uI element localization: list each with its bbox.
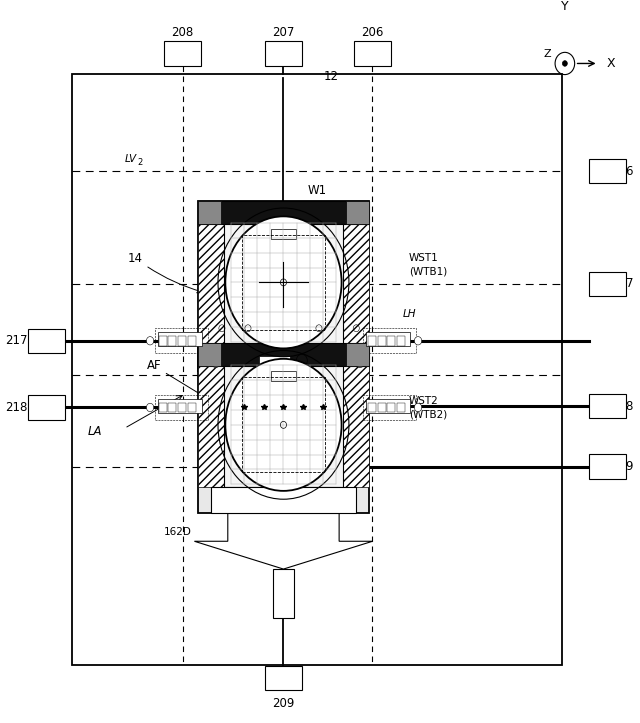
Text: WST1: WST1 (409, 253, 438, 263)
Text: WST2: WST2 (409, 395, 438, 406)
Bar (198, 343, 369, 366)
Bar (363, 395, 416, 420)
Bar (368, 403, 376, 412)
Bar (589, 159, 626, 184)
Polygon shape (195, 513, 372, 569)
Circle shape (414, 403, 422, 411)
Bar (265, 41, 302, 66)
Text: 206: 206 (361, 26, 383, 39)
Bar (273, 569, 294, 617)
Bar (198, 223, 223, 345)
Bar (28, 395, 65, 419)
Bar (242, 235, 325, 330)
Bar (589, 272, 626, 296)
Text: 208: 208 (172, 26, 194, 39)
Text: W2: W2 (240, 327, 259, 340)
Text: LV: LV (287, 359, 299, 369)
Text: LH: LH (403, 309, 416, 319)
Bar (259, 356, 289, 367)
Bar (198, 343, 369, 513)
Bar (158, 333, 202, 346)
Text: 1: 1 (324, 270, 330, 280)
Bar (368, 336, 376, 346)
Text: 207: 207 (272, 26, 294, 39)
Bar (397, 403, 405, 412)
Bar (344, 223, 369, 345)
Text: 162D: 162D (164, 527, 192, 537)
Circle shape (563, 61, 567, 67)
Circle shape (211, 358, 220, 367)
Bar (155, 328, 208, 354)
Bar (589, 454, 626, 479)
Circle shape (414, 337, 422, 345)
Text: 12: 12 (323, 70, 338, 83)
Bar (271, 228, 296, 239)
Bar (168, 403, 177, 412)
Bar (198, 343, 221, 366)
Bar (397, 336, 405, 346)
Circle shape (147, 337, 154, 345)
Bar (168, 336, 177, 346)
Text: 14: 14 (128, 252, 202, 293)
Bar (178, 336, 186, 346)
Circle shape (147, 403, 154, 411)
Circle shape (356, 358, 364, 367)
Text: LA: LA (88, 425, 102, 438)
Bar (242, 377, 325, 472)
Text: LV: LV (311, 267, 323, 277)
Bar (366, 399, 410, 413)
Text: Y: Y (561, 1, 569, 14)
Bar (354, 41, 390, 66)
Bar (159, 403, 166, 412)
Text: 0: 0 (300, 363, 305, 372)
Bar (387, 336, 396, 346)
Bar (265, 666, 302, 690)
Bar (158, 399, 202, 413)
Bar (155, 395, 208, 420)
Bar (363, 328, 416, 354)
Bar (72, 74, 562, 664)
Text: W1: W1 (308, 184, 327, 197)
Bar (198, 201, 369, 371)
Text: 228: 228 (611, 400, 634, 413)
Bar (211, 487, 356, 513)
Bar (366, 333, 410, 346)
Bar (198, 366, 223, 487)
Text: LV: LV (124, 154, 136, 164)
Bar (198, 201, 369, 223)
Text: AF: AF (147, 359, 207, 398)
Bar (589, 394, 626, 418)
Bar (344, 366, 369, 487)
Text: 2: 2 (138, 158, 143, 167)
Text: 217: 217 (4, 334, 27, 347)
Bar (346, 343, 369, 366)
Bar (271, 371, 296, 382)
Bar (378, 403, 386, 412)
Text: 229: 229 (611, 460, 634, 473)
Bar (346, 201, 369, 223)
Text: 218: 218 (4, 401, 27, 414)
Text: X: X (607, 57, 615, 70)
Bar (223, 366, 344, 487)
Text: Z: Z (544, 49, 552, 59)
Circle shape (225, 359, 342, 491)
Bar (164, 41, 201, 66)
Circle shape (225, 216, 342, 348)
Bar (211, 345, 356, 371)
Bar (188, 336, 196, 346)
Text: (WTB1): (WTB1) (409, 267, 447, 277)
Text: 209: 209 (272, 697, 294, 710)
Bar (178, 403, 186, 412)
Bar (28, 328, 65, 353)
Bar (223, 223, 344, 345)
Bar (387, 403, 396, 412)
Text: 227: 227 (611, 278, 634, 290)
Bar (159, 336, 166, 346)
Text: 162C: 162C (309, 527, 337, 537)
Bar (198, 201, 221, 223)
Text: (WTB2): (WTB2) (409, 409, 447, 419)
Text: 226: 226 (611, 165, 634, 178)
Bar (378, 336, 386, 346)
Bar (188, 403, 196, 412)
